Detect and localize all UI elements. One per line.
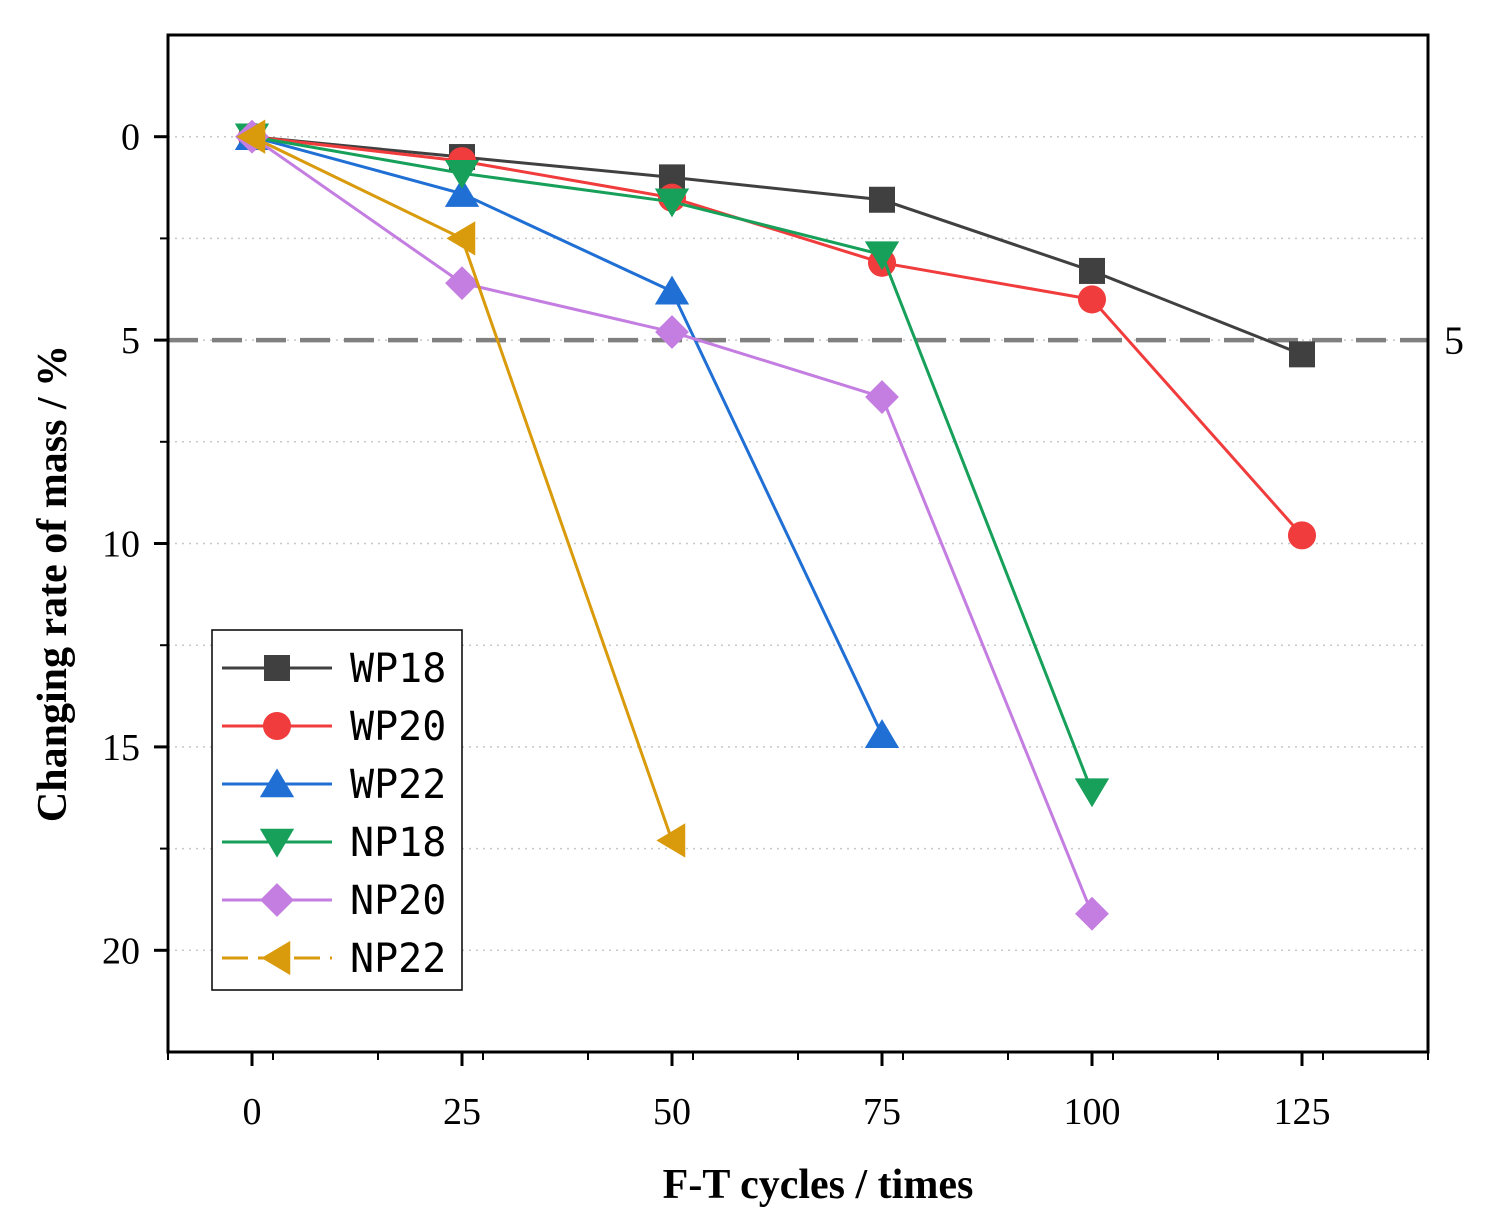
x-tick-label: 0 bbox=[243, 1091, 262, 1133]
legend-label: NP18 bbox=[350, 820, 446, 866]
series-line bbox=[251, 135, 1303, 356]
legend-label: WP20 bbox=[350, 704, 446, 750]
y-tick-label: 20 bbox=[102, 930, 140, 972]
legend-marker bbox=[261, 940, 291, 976]
data-point bbox=[444, 178, 480, 207]
legend-marker bbox=[259, 828, 295, 858]
axes: 0 25 50 75 100 125 0 5 10 15 20 bbox=[102, 33, 1430, 1133]
data-point bbox=[1077, 285, 1107, 314]
x-tick-label: 75 bbox=[863, 1091, 901, 1133]
data-point bbox=[654, 275, 690, 305]
legend-item-np22: NP22 bbox=[222, 936, 446, 982]
data-point bbox=[445, 266, 479, 301]
data-point bbox=[869, 186, 895, 213]
data-point bbox=[1289, 341, 1315, 368]
data-point bbox=[446, 221, 476, 256]
legend-label: WP18 bbox=[350, 646, 446, 692]
reference-line-group: 5 bbox=[168, 318, 1464, 363]
data-point bbox=[655, 315, 689, 349]
x-tick-label: 100 bbox=[1064, 1091, 1121, 1133]
legend-item-wp20: WP20 bbox=[222, 704, 446, 750]
data-point bbox=[864, 719, 900, 748]
series-line bbox=[251, 135, 884, 736]
series-np20 bbox=[235, 119, 1109, 931]
legend-item-np20: NP20 bbox=[222, 878, 446, 924]
series-line bbox=[251, 135, 1304, 537]
series-wp20 bbox=[237, 122, 1317, 550]
data-point bbox=[236, 119, 266, 154]
legend-marker bbox=[260, 883, 294, 917]
y-tick-label: 5 bbox=[121, 320, 140, 362]
series-np22 bbox=[236, 119, 686, 858]
y-tick-label: 10 bbox=[102, 524, 140, 566]
legend-label: WP22 bbox=[350, 762, 446, 808]
data-point bbox=[864, 241, 900, 271]
legend-marker bbox=[259, 768, 295, 798]
legend-item-wp22: WP22 bbox=[222, 762, 446, 808]
y-tick-label: 0 bbox=[121, 117, 140, 159]
data-point bbox=[1079, 257, 1105, 284]
data-point bbox=[656, 823, 686, 858]
data-point bbox=[865, 380, 899, 414]
legend-box bbox=[211, 629, 463, 991]
x-tick-label: 50 bbox=[653, 1091, 691, 1133]
y-axis-title: Changing rate of mass / % bbox=[30, 345, 76, 822]
legend: WP18 WP20 WP22 NP18 NP20 NP22 bbox=[211, 629, 463, 991]
y-tick-label: 15 bbox=[102, 727, 140, 769]
legend-label: NP22 bbox=[350, 936, 446, 982]
x-tick-label: 125 bbox=[1274, 1091, 1331, 1133]
data-point bbox=[654, 188, 690, 218]
reference-line-label: 5 bbox=[1444, 318, 1464, 363]
legend-label: NP20 bbox=[350, 878, 446, 924]
data-point bbox=[1287, 521, 1317, 550]
x-tick-label: 25 bbox=[443, 1091, 481, 1133]
legend-marker bbox=[262, 711, 292, 741]
legend-marker bbox=[264, 655, 290, 681]
series-group bbox=[234, 119, 1317, 931]
legend-item-np18: NP18 bbox=[222, 820, 446, 866]
data-point bbox=[1075, 896, 1109, 931]
data-point bbox=[1074, 778, 1110, 808]
legend-item-wp18: WP18 bbox=[222, 646, 446, 692]
data-point bbox=[444, 160, 480, 189]
series-wp18 bbox=[239, 123, 1315, 368]
x-axis-title: F-T cycles / times bbox=[663, 1162, 974, 1208]
